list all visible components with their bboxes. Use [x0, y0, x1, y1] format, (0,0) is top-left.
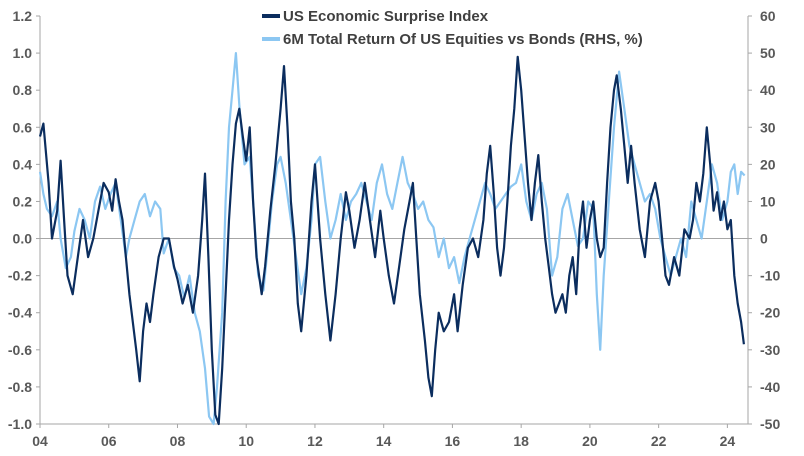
x-axis: 04 06 08 10 12 14 16 18 20 22 24	[32, 424, 735, 449]
right-y-axis: 60 50 40 30 20 10 0 -10 -20 -30 -40 -50	[748, 8, 780, 432]
right-tick-label: 50	[760, 45, 776, 61]
series-line-equities-vs-bonds	[38, 52, 746, 426]
x-tick-label: 06	[101, 433, 117, 449]
x-tick-label: 18	[513, 433, 529, 449]
left-tick-label: -0.6	[8, 342, 32, 358]
right-tick-label: 0	[760, 231, 768, 247]
right-tick-label: -50	[760, 416, 780, 432]
left-tick-label: 0.8	[13, 82, 33, 98]
series-line-surprise-index	[38, 55, 745, 426]
right-tick-label: -30	[760, 342, 780, 358]
x-tick-label: 08	[170, 433, 186, 449]
x-tick-label: 12	[307, 433, 323, 449]
left-tick-label: 0.2	[13, 193, 33, 209]
right-tick-label: 20	[760, 156, 776, 172]
x-tick-label: 20	[582, 433, 598, 449]
x-tick-label: 22	[651, 433, 667, 449]
legend: US Economic Surprise Index 6M Total Retur…	[262, 8, 643, 48]
right-tick-label: -20	[760, 305, 780, 321]
x-tick-label: 14	[376, 433, 392, 449]
left-tick-label: 1.0	[13, 45, 33, 61]
right-tick-label: -10	[760, 268, 780, 284]
left-tick-label: 0.0	[13, 231, 33, 247]
left-tick-label: -1.0	[8, 416, 32, 432]
left-tick-label: -0.2	[8, 268, 32, 284]
left-tick-label: -0.4	[8, 305, 32, 321]
left-tick-label: 1.2	[13, 8, 33, 24]
left-tick-label: 0.6	[13, 119, 33, 135]
right-tick-label: 40	[760, 82, 776, 98]
x-tick-label: 24	[720, 433, 736, 449]
x-tick-label: 04	[32, 433, 48, 449]
left-y-axis: 1.2 1.0 0.8 0.6 0.4 0.2 0.0 -0.2 -0.4 -0.6 -0.8 -1.…	[8, 8, 40, 432]
right-tick-label: -40	[760, 379, 780, 395]
right-tick-label: 30	[760, 119, 776, 135]
legend-label: 6M Total Return Of US Equities vs Bonds …	[283, 31, 643, 48]
x-tick-label: 10	[238, 433, 254, 449]
left-tick-label: -0.8	[8, 379, 32, 395]
right-tick-label: 10	[760, 193, 776, 209]
left-tick-label: 0.4	[13, 156, 33, 172]
axis-frame	[39, 16, 749, 425]
x-tick-label: 16	[445, 433, 461, 449]
series-lines	[38, 52, 746, 426]
right-tick-label: 60	[760, 8, 776, 24]
legend-label: US Economic Surprise Index	[283, 8, 489, 25]
